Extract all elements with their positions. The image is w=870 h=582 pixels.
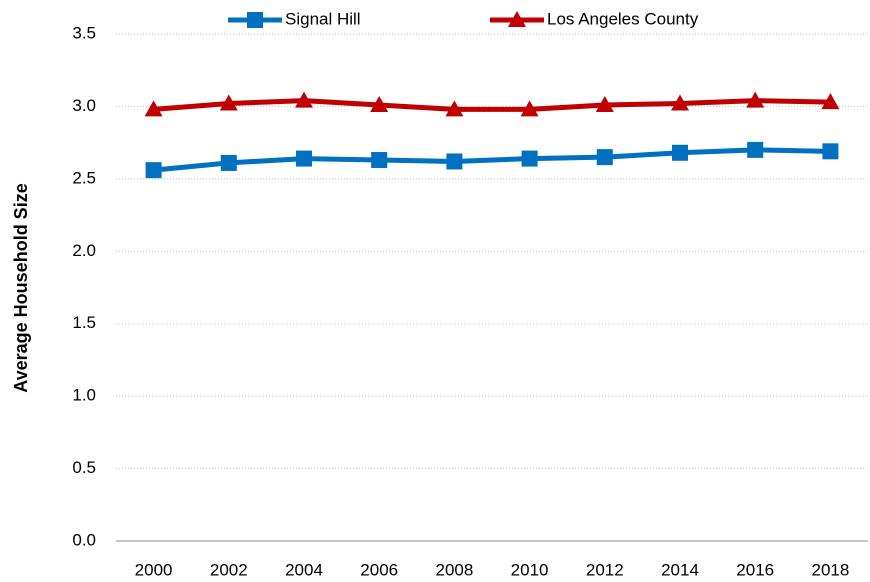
series-line — [153, 147, 831, 173]
y-tick-label: 0.5 — [72, 458, 96, 477]
marker — [145, 162, 162, 179]
y-tick-label: 1.5 — [72, 313, 96, 332]
x-tick-label: 2010 — [511, 560, 549, 579]
marker — [296, 150, 312, 167]
marker — [370, 95, 389, 112]
marker — [371, 152, 388, 169]
marker — [747, 141, 764, 158]
x-tick-label: 2016 — [736, 560, 774, 579]
legend-label: Los Angeles County — [547, 9, 699, 28]
series-line — [153, 98, 831, 112]
marker — [671, 94, 689, 111]
y-tick-label: 3.0 — [72, 96, 96, 115]
marker — [295, 91, 313, 108]
marker — [746, 91, 765, 108]
legend-marker — [508, 11, 526, 27]
marker — [144, 100, 163, 117]
marker — [446, 153, 463, 170]
y-tick-label: 0.0 — [72, 530, 96, 549]
x-tick-label: 2014 — [661, 560, 699, 579]
marker — [521, 150, 538, 167]
y-tick-label: 2.5 — [72, 168, 96, 187]
x-tick-label: 2018 — [811, 560, 849, 579]
legend-label: Signal Hill — [285, 9, 361, 28]
x-tick-label: 2002 — [210, 560, 248, 579]
marker — [672, 144, 688, 161]
y-tick-label: 1.0 — [72, 386, 96, 405]
marker — [219, 94, 238, 111]
x-tick-label: 2012 — [586, 560, 624, 579]
y-axis-label: Average Household Size — [11, 183, 31, 392]
x-tick-label: 2008 — [435, 560, 473, 579]
y-tick-label: 3.5 — [72, 23, 96, 42]
x-tick-label: 2004 — [285, 560, 323, 579]
legend-marker — [247, 12, 263, 28]
marker — [595, 95, 614, 112]
marker — [220, 154, 237, 171]
marker — [520, 100, 539, 117]
marker — [822, 143, 839, 160]
marker — [596, 149, 613, 166]
x-tick-label: 2000 — [135, 560, 173, 579]
y-tick-label: 2.0 — [72, 241, 96, 260]
marker — [445, 100, 464, 117]
marker — [821, 93, 840, 110]
x-tick-label: 2006 — [360, 560, 398, 579]
